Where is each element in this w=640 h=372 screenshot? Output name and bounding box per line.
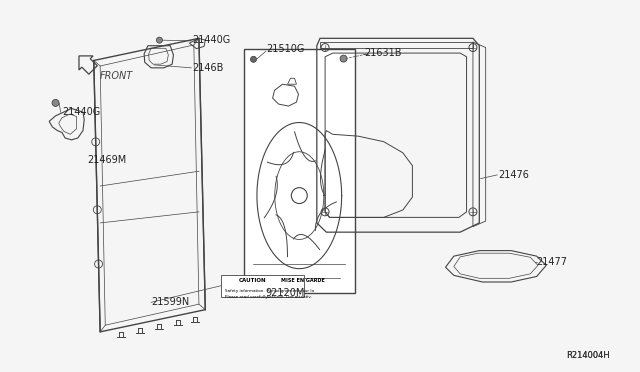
Text: 92120M: 92120M bbox=[266, 288, 305, 298]
Text: Please read carefully.: Please read carefully. bbox=[225, 295, 269, 299]
Bar bbox=[221, 275, 304, 297]
Polygon shape bbox=[271, 279, 276, 285]
Text: 21510G: 21510G bbox=[266, 44, 304, 54]
Text: 21469M: 21469M bbox=[88, 155, 127, 165]
Text: securite. Lire attentiv.: securite. Lire attentiv. bbox=[267, 295, 312, 299]
Text: Safety information.: Safety information. bbox=[225, 289, 265, 292]
Text: 21476: 21476 bbox=[499, 170, 529, 180]
Polygon shape bbox=[229, 279, 235, 285]
Text: CAUTION: CAUTION bbox=[239, 278, 267, 283]
Text: Renseignements sur la: Renseignements sur la bbox=[267, 289, 314, 292]
Text: 21440G: 21440G bbox=[193, 35, 231, 45]
Text: MISE EN GARDE: MISE EN GARDE bbox=[280, 278, 324, 283]
Text: 21599N: 21599N bbox=[151, 297, 189, 307]
Circle shape bbox=[156, 37, 163, 43]
Text: R214004H: R214004H bbox=[566, 351, 609, 360]
Circle shape bbox=[52, 99, 59, 106]
Bar bbox=[244, 49, 355, 293]
Text: 21631B: 21631B bbox=[365, 48, 402, 58]
Text: 2146B: 2146B bbox=[193, 63, 224, 73]
Text: 21440G: 21440G bbox=[62, 107, 100, 117]
Circle shape bbox=[340, 55, 347, 62]
Circle shape bbox=[250, 56, 257, 62]
Text: FRONT: FRONT bbox=[100, 71, 133, 81]
Text: R214004H: R214004H bbox=[566, 351, 609, 360]
Text: 21477: 21477 bbox=[537, 257, 568, 267]
